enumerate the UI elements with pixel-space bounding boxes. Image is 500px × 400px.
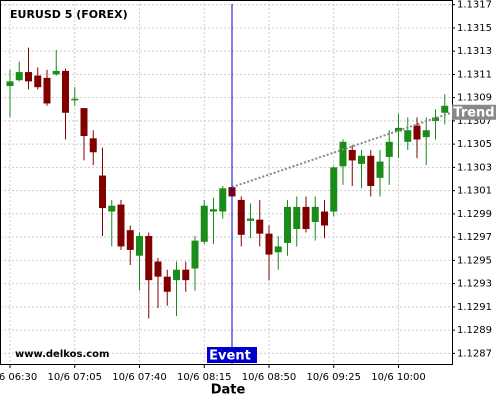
candle-body — [43, 77, 51, 104]
event-label: Event — [209, 349, 251, 364]
candle-body — [89, 138, 97, 153]
y-tick-label: 1.1313 — [457, 46, 492, 57]
y-tick-label: 1.1297 — [457, 232, 492, 243]
y-tick-label: 1.1299 — [457, 209, 492, 220]
x-tick-label: 10/6 10:00 — [371, 372, 425, 383]
candle-body — [62, 70, 69, 113]
candle-body — [358, 155, 365, 164]
candle-body — [413, 125, 421, 140]
candle-body — [256, 219, 264, 234]
candle-body — [441, 105, 449, 113]
plot-area — [0, 0, 452, 365]
candle-body — [404, 130, 412, 142]
y-tick-label: 1.1309 — [457, 93, 492, 104]
candle-body — [99, 175, 106, 209]
candle-body — [330, 167, 338, 212]
candle-body — [71, 98, 79, 101]
x-tick-label: 10/6 09:25 — [307, 372, 361, 383]
candle-body — [348, 149, 356, 161]
candle-body — [117, 204, 125, 247]
candle-body — [367, 155, 375, 186]
y-tick-label: 1.1317 — [457, 0, 492, 11]
candle-body — [321, 211, 328, 226]
y-tick-label: 1.1315 — [457, 23, 492, 34]
candle-body — [6, 81, 14, 87]
candle-body — [311, 206, 319, 223]
candle-body — [145, 235, 153, 281]
candle-body — [385, 141, 393, 157]
candle-body — [34, 75, 42, 88]
candle-body — [210, 209, 217, 212]
y-tick-label: 1.1305 — [457, 139, 492, 150]
watermark: www.delkos.com — [15, 349, 109, 360]
x-tick-label: 10/6 08:15 — [177, 372, 231, 383]
candle-body — [52, 70, 60, 75]
y-tick-label: 1.1291 — [457, 302, 492, 313]
trend-label-box — [452, 104, 496, 120]
trend-label: Trend — [453, 105, 494, 120]
y-tick-label: 1.1303 — [457, 162, 492, 173]
candle-body — [265, 233, 273, 255]
x-tick-label: 10/6 07:40 — [112, 372, 166, 383]
candle-body — [15, 72, 23, 81]
candle-body — [25, 72, 32, 82]
candle-body — [302, 206, 310, 229]
candle-body — [339, 141, 347, 167]
candle-body — [200, 205, 208, 242]
y-tick-label: 1.1311 — [457, 69, 492, 80]
x-tick-label: 10/6 06:30 — [0, 372, 37, 383]
candle-body — [432, 117, 439, 121]
y-tick-label: 1.1307 — [457, 116, 492, 127]
x-tick-label: 10/6 07:05 — [48, 372, 102, 383]
y-tick-label: 1.1293 — [457, 279, 492, 290]
y-tick-label: 1.1301 — [457, 186, 492, 197]
candle-body — [126, 230, 134, 250]
candle-body — [237, 199, 245, 235]
y-tick-label: 1.1295 — [457, 255, 492, 266]
candle-body — [136, 235, 143, 256]
candle-body — [173, 269, 180, 281]
y-tick-label: 1.1287 — [457, 348, 492, 359]
candle-body — [108, 205, 116, 212]
candle-body — [163, 276, 171, 292]
candle-body — [182, 269, 190, 281]
candle-body — [376, 161, 384, 178]
trend-line — [231, 111, 452, 189]
candle-body — [422, 130, 430, 138]
chart-title: EURUSD 5 (FOREX) — [10, 8, 128, 21]
event-label-box — [207, 347, 257, 363]
candle-body — [154, 261, 162, 277]
plot-border — [0, 0, 453, 365]
x-axis-label: Date — [211, 383, 246, 398]
candle-body — [80, 108, 88, 137]
x-tick-label: 10/6 08:50 — [242, 372, 296, 383]
candle-body — [219, 188, 227, 212]
candle-body — [293, 206, 301, 229]
candle-body — [247, 218, 254, 221]
candle-body — [274, 246, 282, 253]
y-tick-label: 1.1289 — [457, 325, 492, 336]
candle-body — [284, 206, 291, 243]
candle-body — [191, 240, 199, 269]
